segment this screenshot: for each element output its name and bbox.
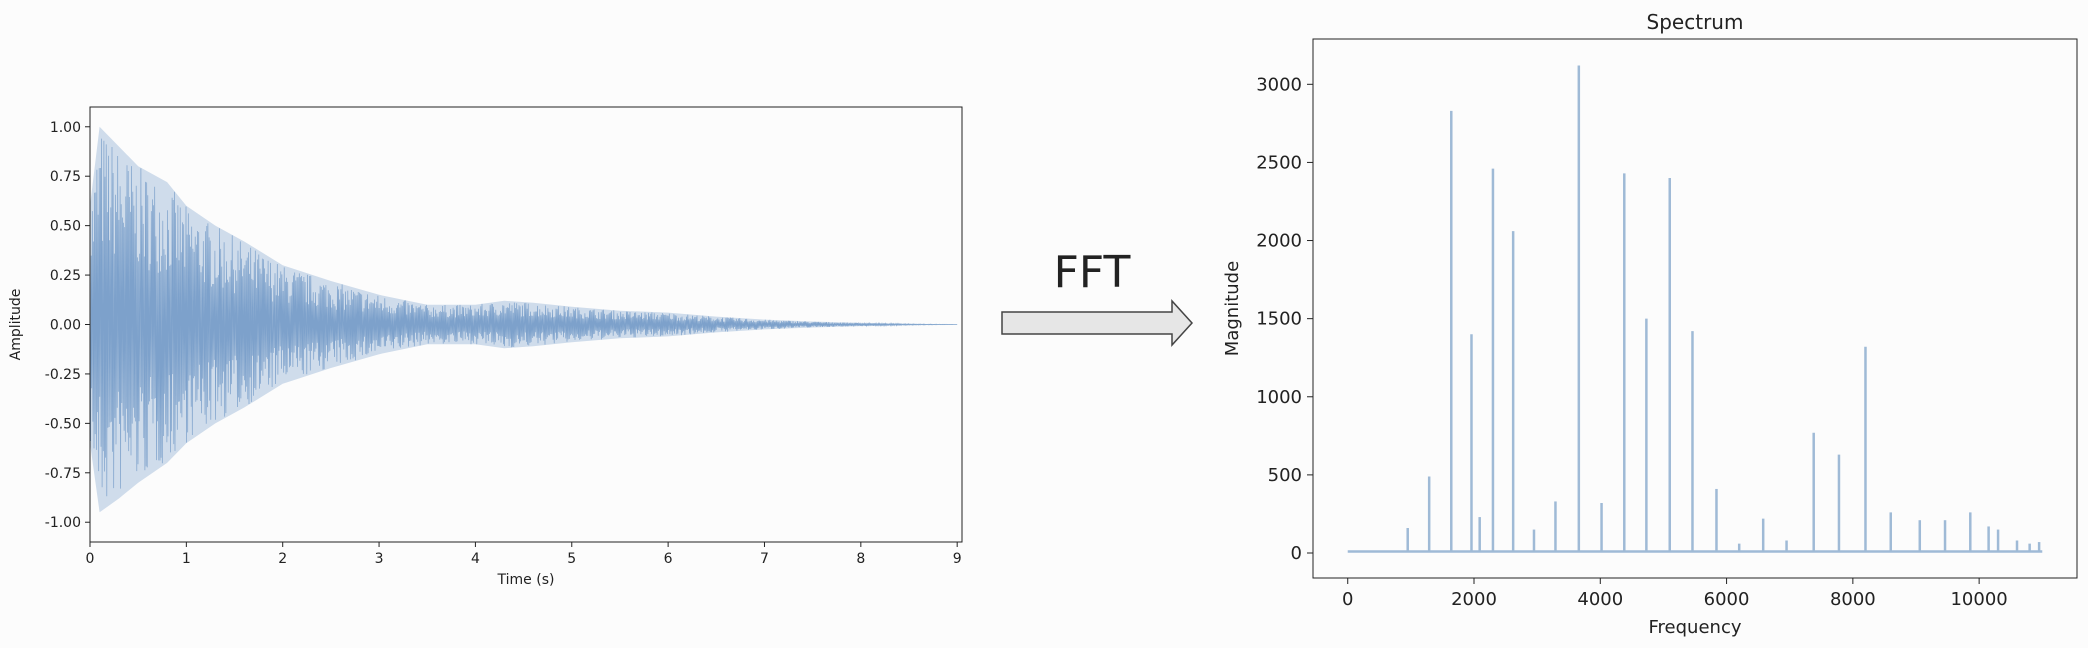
spectrum-plot-area	[1347, 65, 2043, 553]
fft-arrow-shape	[1001, 299, 1194, 347]
waveform-y-tick-label: 1.00	[50, 120, 81, 136]
spectrum-x-tick-label: 6000	[1704, 589, 1750, 610]
spectrum-y-tick-label: 500	[1268, 465, 1302, 486]
waveform-y-tick-label: 0.75	[50, 169, 81, 185]
waveform-line	[89, 138, 958, 497]
spectrum-x-tick-label: 2000	[1451, 589, 1497, 610]
fft-arrow: FFT	[1001, 247, 1194, 347]
waveform-plot-area	[89, 126, 958, 513]
spectrum-x-tick-label: 0	[1342, 589, 1353, 610]
waveform-chart: 0 1 2 3 4 5 6 7 8 9 -1.00 -0.75 -0.50 -0.25 0.00 0.25 0.…	[8, 106, 963, 588]
waveform-x-tick-label: 4	[471, 551, 480, 567]
waveform-y-tick-label: -0.25	[45, 367, 81, 383]
waveform-y-tick-label: 0.25	[50, 268, 81, 284]
waveform-y-tick-label: 0.50	[50, 219, 81, 235]
spectrum-x-tick-label: 8000	[1830, 589, 1876, 610]
spectrum-y-tick-label: 1500	[1256, 309, 1302, 330]
waveform-y-tick-label: -0.50	[45, 416, 81, 432]
waveform-y-axis-label: Amplitude	[8, 289, 24, 361]
waveform-x-tick-label: 2	[278, 551, 287, 567]
waveform-y-tick-label: -1.00	[45, 515, 81, 531]
spectrum-ticks: 0 2000 4000 6000 8000 10000 0 500 1000 1500 2000 25…	[1256, 74, 2008, 610]
waveform-x-tick-label: 8	[856, 551, 865, 567]
spectrum-title: Spectrum	[1647, 10, 1744, 34]
waveform-x-tick-label: 9	[953, 551, 962, 567]
fft-label: FFT	[1054, 247, 1131, 298]
waveform-x-axis-label: Time (s)	[497, 572, 555, 588]
spectrum-y-axis-label: Magnitude	[1222, 261, 1243, 356]
spectrum-y-tick-label: 2000	[1256, 231, 1302, 252]
spectrum-chart: Spectrum 0 2000 4000 6000 8000 10000 0 500 1000 1…	[1222, 10, 2078, 638]
spectrum-y-tick-label: 1000	[1256, 387, 1302, 408]
waveform-x-tick-label: 3	[375, 551, 384, 567]
spectrum-x-axis-label: Frequency	[1649, 617, 1742, 638]
waveform-ticks: 0 1 2 3 4 5 6 7 8 9 -1.00 -0.75 -0.50 -0.25 0.00 0.25 0.…	[45, 120, 962, 567]
waveform-x-tick-label: 7	[760, 551, 769, 567]
spectrum-x-tick-label: 10000	[1950, 589, 2007, 610]
waveform-x-tick-label: 5	[567, 551, 576, 567]
spectrum-y-tick-label: 2500	[1256, 152, 1302, 173]
waveform-y-tick-label: 0.00	[50, 318, 81, 334]
spectrum-x-tick-label: 4000	[1577, 589, 1623, 610]
waveform-x-tick-label: 0	[86, 551, 95, 567]
waveform-y-tick-label: -0.75	[45, 466, 81, 482]
waveform-x-tick-label: 6	[664, 551, 673, 567]
spectrum-y-tick-label: 3000	[1256, 74, 1302, 95]
spectrum-axes-frame	[1312, 38, 2078, 579]
waveform-x-tick-label: 1	[182, 551, 191, 567]
spectrum-y-tick-label: 0	[1291, 543, 1302, 564]
